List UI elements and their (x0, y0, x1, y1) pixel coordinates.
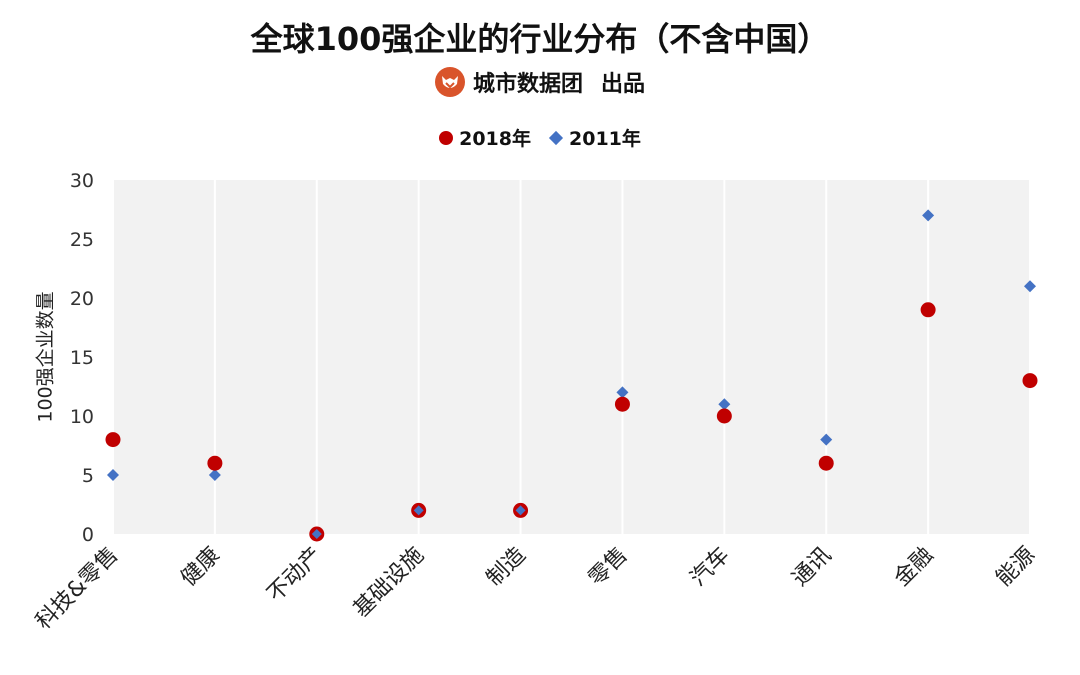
chart-legend: 2018年 2011年 (0, 124, 1080, 151)
brand-line: 城市数据团 出品 (0, 66, 1080, 98)
y-tick-label: 20 (70, 288, 94, 310)
data-point-2011 (208, 469, 221, 481)
x-tick-label: 科技&零售 (31, 543, 123, 635)
fox-face-icon (434, 67, 465, 97)
data-point-2018 (920, 302, 936, 318)
y-tick-label: 25 (70, 229, 94, 251)
x-tick-label: 基础设施 (349, 543, 429, 623)
legend-item-2011: 2011年 (548, 124, 641, 151)
data-point-2011 (718, 398, 731, 411)
x-tick-label: 通讯 (788, 543, 837, 592)
legend-item-2018: 2018年 (439, 124, 531, 151)
x-tick-label: 不动产 (263, 543, 327, 607)
legend-label-2018: 2018年 (459, 128, 531, 150)
chart-title: 全球100强企业的行业分布（不含中国） (250, 20, 830, 58)
y-tick-label: 30 (70, 170, 94, 192)
data-point-2011-overlap (515, 505, 526, 516)
data-point-2018 (716, 408, 732, 424)
data-point-2011 (616, 386, 629, 399)
data-point-2018 (818, 455, 834, 471)
data-point-2011-overlap (413, 505, 424, 516)
data-point-2011 (922, 209, 935, 222)
plot-area (113, 180, 1030, 534)
brand-suffix: 出品 (601, 72, 646, 97)
x-tick-label: 汽车 (686, 543, 735, 592)
data-point-2018 (1022, 373, 1038, 389)
x-tick-label: 制造 (482, 543, 531, 592)
y-tick-label: 10 (70, 406, 94, 428)
data-point-2011 (107, 469, 119, 481)
data-point-2018 (614, 396, 630, 412)
x-tick-label: 健康 (176, 543, 225, 592)
data-point-2018 (207, 455, 223, 471)
data-point-2018 (105, 432, 121, 448)
y-tick-label: 15 (70, 347, 94, 369)
brand-name: 城市数据团 (472, 72, 583, 97)
legend-marker-circle (439, 130, 454, 145)
y-tick-label: 0 (82, 524, 94, 546)
x-tick-label: 金融 (890, 543, 939, 592)
data-point-2011 (820, 433, 833, 446)
legend-label-2011: 2011年 (569, 128, 641, 150)
x-tick-label: 能源 (991, 543, 1040, 592)
x-tick-label: 零售 (584, 543, 633, 592)
data-point-2011-overlap (311, 529, 322, 539)
data-point-2011 (1024, 280, 1036, 293)
y-tick-label: 5 (82, 465, 94, 487)
